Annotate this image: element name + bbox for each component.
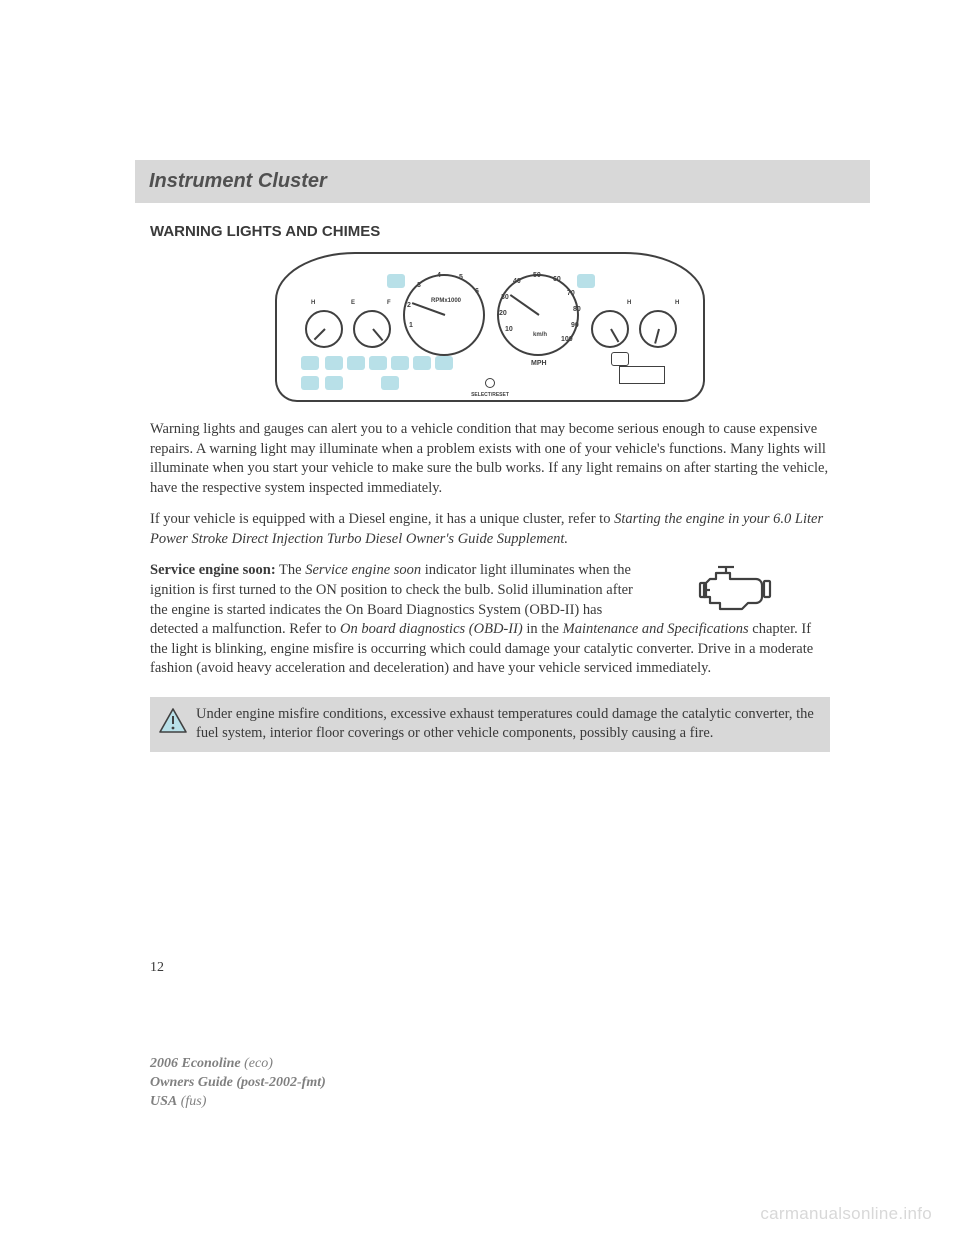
se-italic1: Service engine soon bbox=[305, 562, 421, 578]
para-diesel-lead: If your vehicle is equipped with a Diese… bbox=[150, 511, 614, 527]
footer-line3-rest: (fus) bbox=[177, 1094, 206, 1109]
battery-gauge bbox=[639, 310, 677, 348]
mph-70: 70 bbox=[567, 290, 575, 297]
tow-haul-icon bbox=[301, 356, 319, 370]
instrument-cluster-figure: E F H 1 2 3 4 5 6 RPMx1000 10 20 30 40 5… bbox=[275, 252, 705, 402]
mph-90: 90 bbox=[571, 322, 579, 329]
fuel-gauge bbox=[353, 310, 391, 348]
warning-triangle-icon bbox=[158, 707, 188, 735]
section-header-text: Instrument Cluster bbox=[149, 170, 327, 192]
se-italic3: Maintenance and Specifications bbox=[563, 621, 749, 637]
select-reset-button bbox=[485, 378, 495, 388]
service-engine-bold: Service engine soon: bbox=[150, 562, 276, 578]
kmh-label: km/h bbox=[533, 332, 547, 338]
para-intro: Warning lights and gauges can alert you … bbox=[150, 420, 830, 498]
odometer bbox=[619, 366, 665, 384]
batt-h-label: H bbox=[675, 300, 679, 306]
washer-icon bbox=[325, 376, 343, 390]
mph-40: 40 bbox=[513, 278, 521, 285]
oil-gauge bbox=[305, 310, 343, 348]
temp-h-label: H bbox=[627, 300, 631, 306]
mph-20: 20 bbox=[499, 310, 507, 317]
tach-5: 5 bbox=[459, 274, 463, 281]
od-off-icon bbox=[391, 356, 409, 370]
footer-line3-bold: USA bbox=[150, 1094, 177, 1109]
para-diesel: If your vehicle is equipped with a Diese… bbox=[150, 510, 830, 549]
tach-label: RPMx1000 bbox=[431, 298, 461, 304]
footer-line2: Owners Guide (post-2002-fmt) bbox=[150, 1074, 326, 1093]
check-gage-icon bbox=[413, 356, 431, 370]
high-beam-icon bbox=[611, 352, 629, 366]
turn-right-icon bbox=[577, 274, 595, 288]
mph-10: 10 bbox=[505, 326, 513, 333]
mph-60: 60 bbox=[553, 276, 561, 283]
seatbelt-icon bbox=[381, 376, 399, 390]
engine-warn-icon bbox=[347, 356, 365, 370]
footer-line1-rest: (eco) bbox=[241, 1056, 273, 1071]
heading-warning-lights: WARNING LIGHTS AND CHIMES bbox=[150, 223, 830, 240]
mph-50: 50 bbox=[533, 272, 541, 279]
oil-h-label: H bbox=[311, 300, 315, 306]
se-lead: The bbox=[276, 562, 306, 578]
wrench-icon bbox=[301, 376, 319, 390]
tach-4: 4 bbox=[437, 272, 441, 279]
warning-text: Under engine misfire conditions, excessi… bbox=[196, 705, 820, 744]
speedometer bbox=[497, 274, 579, 356]
page-number: 12 bbox=[150, 960, 164, 976]
warning-box: Under engine misfire conditions, excessi… bbox=[150, 697, 830, 752]
section-header: Instrument Cluster bbox=[135, 160, 870, 203]
mph-30: 30 bbox=[501, 294, 509, 301]
airbag-icon bbox=[325, 356, 343, 370]
tach-6: 6 bbox=[475, 288, 479, 295]
turn-left-icon bbox=[387, 274, 405, 288]
tach-2: 2 bbox=[407, 302, 411, 309]
footer-line1-bold: 2006 Econoline bbox=[150, 1056, 241, 1071]
service-engine-icon-wrap bbox=[640, 561, 830, 618]
footer-line3: USA (fus) bbox=[150, 1093, 326, 1112]
se-italic2: On board diagnostics (OBD-II) bbox=[340, 621, 523, 637]
fuel-f-label: F bbox=[387, 300, 391, 306]
mph-label: MPH bbox=[531, 360, 547, 367]
page-content: Instrument Cluster WARNING LIGHTS AND CH… bbox=[0, 0, 960, 752]
fuel-e-label: E bbox=[351, 300, 355, 306]
tach-1: 1 bbox=[409, 322, 413, 329]
footer: 2006 Econoline (eco) Owners Guide (post-… bbox=[150, 1055, 326, 1112]
battery-warn-icon bbox=[435, 356, 453, 370]
se-mid2: in the bbox=[523, 621, 563, 637]
tach-3: 3 bbox=[417, 282, 421, 289]
footer-line1: 2006 Econoline (eco) bbox=[150, 1055, 326, 1074]
watermark: carmanualsonline.info bbox=[760, 1204, 932, 1224]
service-engine-icon bbox=[696, 565, 774, 613]
door-ajar-icon bbox=[369, 356, 387, 370]
temp-gauge bbox=[591, 310, 629, 348]
mph-100: 100 bbox=[561, 336, 573, 343]
tachometer bbox=[403, 274, 485, 356]
mph-80: 80 bbox=[573, 306, 581, 313]
select-reset-label: SELECT/RESET bbox=[471, 392, 509, 398]
